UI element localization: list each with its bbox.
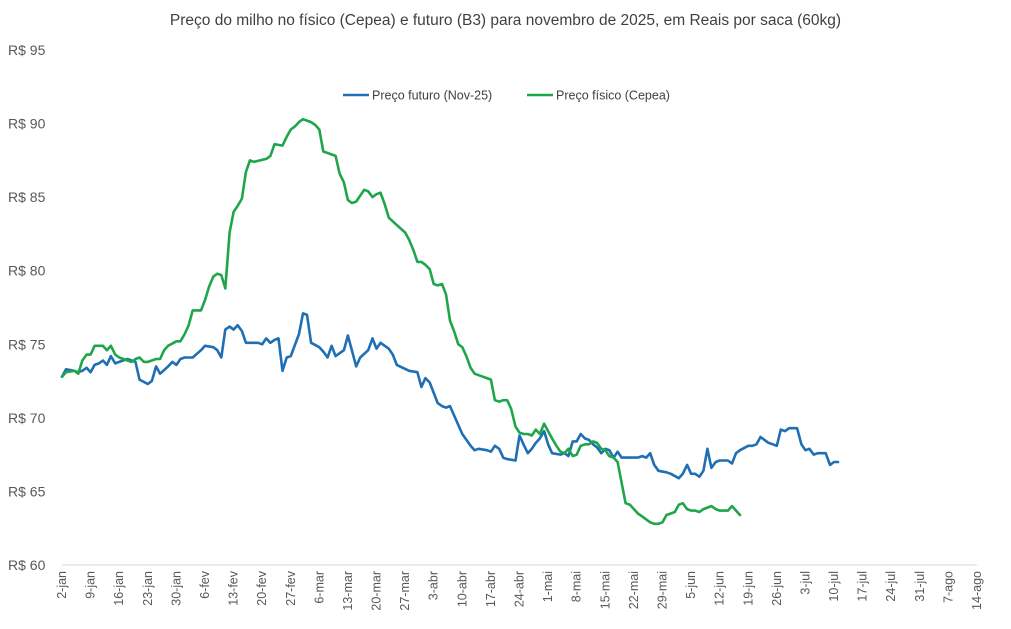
x-tick-label: 1-mai	[541, 571, 555, 602]
y-tick-label: R$ 95	[8, 42, 46, 58]
x-tick-label: 5-jun	[684, 571, 698, 599]
x-tick-label: 7-ago	[941, 571, 955, 603]
x-tick-label: 12-jun	[713, 571, 727, 606]
x-tick-label: 27-mar	[398, 571, 412, 611]
x-tick-label: 16-jan	[112, 571, 126, 606]
y-tick-label: R$ 75	[8, 336, 46, 352]
x-tick-label: 15-mai	[598, 571, 612, 609]
series-line-1	[60, 117, 742, 526]
x-tick-label: 8-mai	[570, 571, 584, 602]
series-lines	[60, 117, 840, 526]
x-tick-label: 6-fev	[198, 570, 212, 599]
x-tick-label: 2-jan	[55, 571, 69, 599]
x-tick-label: 17-abr	[484, 571, 498, 607]
x-tick-label: 10-abr	[455, 571, 469, 607]
y-tick-label: R$ 70	[8, 410, 46, 426]
chart-title: Preço do milho no físico (Cepea) e futur…	[169, 12, 842, 29]
x-tick-label: 27-fev	[284, 570, 298, 605]
x-tick-label: 3-jul	[798, 571, 812, 595]
x-axis: 2-jan 9-jan 16-jan 23-jan 30-jan 6-fev 13-fev 2…	[55, 564, 984, 611]
y-tick-label: R$ 90	[8, 116, 46, 132]
x-tick-label: 3-abr	[427, 571, 441, 600]
legend: Preço futuro (Nov-25) Preço físico (Cepea…	[343, 89, 670, 103]
y-tick-label: R$ 60	[8, 557, 46, 573]
x-tick-label: 6-mar	[312, 571, 326, 604]
legend-label-0: Preço futuro (Nov-25)	[372, 89, 492, 103]
x-tick-label: 23-jan	[141, 571, 155, 606]
x-tick-label: 24-abr	[513, 571, 527, 607]
x-tick-label: 29-mai	[655, 571, 669, 609]
x-tick-label: 20-fev	[255, 570, 269, 605]
x-tick-label: 22-mai	[627, 571, 641, 609]
x-tick-label: 9-jan	[84, 571, 98, 599]
x-tick-label: 31-jul	[913, 571, 927, 602]
x-tick-label: 20-mar	[370, 571, 384, 611]
x-tick-label: 26-jun	[770, 571, 784, 606]
x-tick-label: 24-jul	[884, 571, 898, 602]
x-tick-label: 17-jul	[856, 571, 870, 602]
x-tick-label: 10-jul	[827, 571, 841, 602]
legend-label-1: Preço físico (Cepea)	[556, 89, 670, 103]
series-line-0	[60, 312, 840, 480]
x-tick-label: 13-fev	[227, 570, 241, 605]
y-axis: R$ 60 R$ 65 R$ 70 R$ 75 R$ 80 R$ 85 R$ 90 R$ 95	[8, 42, 46, 573]
y-tick-label: R$ 85	[8, 189, 46, 205]
x-tick-label: 13-mar	[341, 571, 355, 611]
y-tick-label: R$ 65	[8, 483, 46, 499]
x-tick-label: 19-jun	[741, 571, 755, 606]
x-tick-label: 30-jan	[169, 571, 183, 606]
y-tick-label: R$ 80	[8, 263, 46, 279]
x-tick-label: 14-ago	[970, 571, 984, 610]
